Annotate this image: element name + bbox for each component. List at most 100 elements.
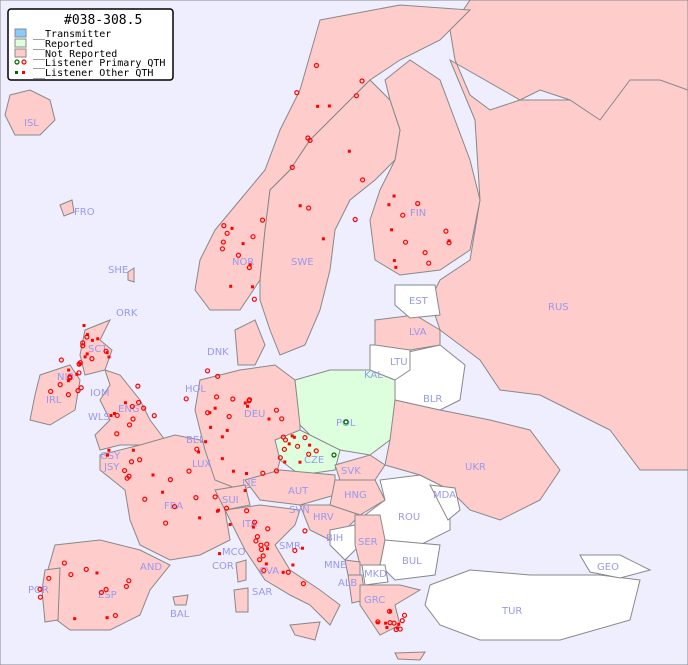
listener-primary-marker [251, 519, 258, 525]
listener-primary-marker [353, 93, 360, 99]
listener-other-marker [392, 194, 396, 198]
listener-primary-marker [352, 216, 358, 223]
country-label-jsy: JSY [103, 462, 120, 473]
country-crete [394, 651, 426, 661]
listener-primary-marker [98, 589, 105, 596]
country-label-eng: ENG [118, 404, 140, 415]
listener-primary-marker [151, 413, 157, 419]
country-label-fra: FRA [164, 501, 183, 512]
listener-other-marker [251, 525, 255, 529]
country-label-ita: ITA [242, 519, 257, 530]
country-label-cva: CVA [259, 566, 279, 577]
listener-primary-marker [58, 357, 64, 363]
listener-other-marker [106, 453, 110, 457]
listener-primary-marker [360, 177, 366, 183]
listener-other-marker [298, 460, 302, 464]
country-label-tur: TUR [501, 606, 522, 617]
listener-primary-marker [75, 388, 81, 394]
listener-primary-marker [273, 468, 280, 474]
listener-other-marker [243, 401, 247, 405]
country-RUS [429, 0, 688, 471]
country-label-irl: IRL [46, 395, 62, 406]
listener-other-marker [220, 435, 224, 439]
country-label-geo: GEO [597, 562, 619, 573]
listener-primary-marker [250, 234, 256, 240]
country-label-nir: NIR [57, 372, 74, 383]
listener-primary-marker [204, 368, 211, 374]
listener-primary-marker [219, 246, 226, 252]
listener-primary-marker [103, 348, 109, 354]
listener-primary-marker [78, 385, 84, 391]
listener-primary-marker [230, 396, 236, 402]
listener-primary-marker [260, 470, 266, 476]
listener-other-marker [246, 404, 250, 408]
listener-other-marker [90, 338, 94, 342]
country-label-fin: FIN [410, 208, 426, 219]
listener-primary-marker [212, 494, 218, 500]
listener-primary-marker [285, 569, 291, 575]
country-label-gsy: GSY [100, 451, 121, 462]
country-COR [235, 559, 247, 583]
listener-other-marker [298, 204, 302, 208]
listener-other-marker [385, 625, 389, 629]
country-UKR [384, 399, 561, 521]
country-label-lie: LIE [242, 478, 257, 489]
legend-swatch-reported [14, 38, 27, 48]
country-TUR [424, 569, 641, 641]
listener-primary-marker [226, 413, 232, 420]
country-SHE [127, 267, 135, 283]
listener-primary-marker [386, 608, 393, 614]
country-label-alb: ALB [338, 578, 357, 589]
listener-primary-marker [215, 373, 221, 379]
country-label-dnk: DNK [207, 347, 229, 358]
country-label-ser: SER [358, 537, 378, 548]
country-label-bul: BUL [402, 556, 422, 567]
country-SUI [214, 484, 251, 511]
legend-box [7, 8, 174, 81]
country-DNK [234, 319, 266, 366]
listener-primary-marker [163, 520, 169, 526]
country-BLR [394, 344, 466, 411]
listener-primary-marker [126, 578, 132, 584]
listener-other-marker [327, 104, 331, 108]
listener-other-marker [241, 242, 245, 246]
country-label-sct: SCT [88, 344, 108, 355]
listener-primary-marker [264, 541, 270, 547]
listener-other-marker [388, 610, 392, 614]
listener-primary-marker [186, 468, 192, 474]
country-label-bih: BIH [326, 533, 343, 544]
listener-primary-marker [294, 443, 301, 449]
listener-other-marker [291, 563, 295, 567]
listener-primary-marker [83, 566, 89, 572]
listener-primary-marker [246, 398, 252, 404]
listener-other-marker [397, 622, 401, 626]
listener-primary-marker [123, 583, 129, 590]
country-labels: ISL FRO SHE ORK NOR SWE FIN RUS EST LVA LTU KAL BLR D… [24, 118, 619, 620]
country-HNG [329, 479, 386, 516]
country-ENG [94, 369, 166, 451]
listener-primary-marker [67, 375, 73, 381]
country-MNE [344, 559, 361, 576]
country-label-svk: SVK [341, 466, 361, 477]
listener-primary-marker [68, 571, 74, 578]
country-label-cze: CZE [304, 455, 324, 466]
legend-other-qth: __Listener Other QTH [33, 68, 153, 79]
listener-primary-marker [401, 612, 408, 618]
listener-primary-marker [76, 370, 82, 376]
listener-other-marker [287, 442, 291, 446]
country-label-nor: NOR [232, 257, 254, 268]
listener-primary-marker [37, 586, 43, 592]
country-label-rou: ROU [398, 512, 420, 523]
country-label-grc: GRC [364, 595, 385, 606]
listener-primary-marker [235, 252, 242, 258]
listener-other-marker [230, 226, 234, 230]
listener-other-marker [105, 616, 109, 620]
listener-primary-marker [221, 223, 227, 229]
country-MDA [429, 484, 461, 521]
listener-other-marker [109, 414, 113, 418]
listener-primary-marker [280, 434, 286, 440]
country-sicily [289, 621, 321, 641]
listener-primary-marker [313, 62, 320, 69]
listener-primary-marker [114, 431, 120, 437]
